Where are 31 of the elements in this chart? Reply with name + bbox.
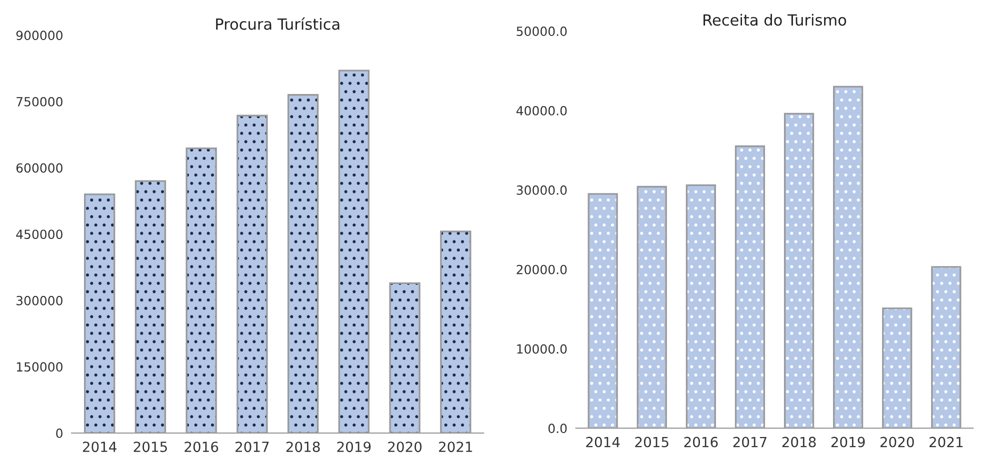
chart-title: Procura Turística bbox=[216, 17, 340, 30]
x-tick-label: 2021 bbox=[930, 436, 963, 448]
y-tick-label: 450000 bbox=[16, 230, 62, 240]
x-tick-label: 2020 bbox=[388, 442, 422, 452]
y-tick-label: 30000.0 bbox=[516, 185, 567, 195]
y-tick-label: 50000.0 bbox=[516, 26, 567, 36]
x-tick-label: 2016 bbox=[684, 436, 718, 448]
y-tick-label: 750000 bbox=[16, 96, 62, 106]
chart-title: Receita do Turismo bbox=[704, 14, 846, 26]
x-tick-label: 2015 bbox=[635, 436, 668, 448]
y-tick-label: 40000.0 bbox=[516, 106, 567, 116]
x-tick-label: 2018 bbox=[782, 436, 816, 448]
y-tick-label: 300000 bbox=[16, 296, 62, 306]
x-tick-label: 2016 bbox=[184, 442, 218, 452]
x-tick-label: 2017 bbox=[733, 436, 766, 448]
y-tick-label: 0.0 bbox=[548, 424, 567, 434]
x-tick-label: 2021 bbox=[439, 442, 472, 452]
y-tick-label: 0 bbox=[56, 428, 62, 438]
x-tick-label: 2020 bbox=[880, 436, 914, 448]
y-tick-label: 150000 bbox=[16, 362, 62, 372]
y-tick-label: 900000 bbox=[16, 30, 62, 40]
x-tick-label: 2018 bbox=[286, 442, 320, 452]
y-tick-label: 600000 bbox=[16, 163, 62, 173]
y-tick-label: 10000.0 bbox=[517, 344, 567, 354]
x-tick-label: 2019 bbox=[831, 436, 865, 448]
x-tick-label: 2014 bbox=[586, 436, 620, 448]
x-tick-label: 2017 bbox=[236, 442, 269, 452]
x-tick-label: 2019 bbox=[337, 442, 371, 452]
x-tick-label: 2014 bbox=[82, 442, 116, 452]
y-tick-label: 20000.0 bbox=[516, 264, 567, 274]
x-tick-label: 2015 bbox=[134, 442, 167, 452]
